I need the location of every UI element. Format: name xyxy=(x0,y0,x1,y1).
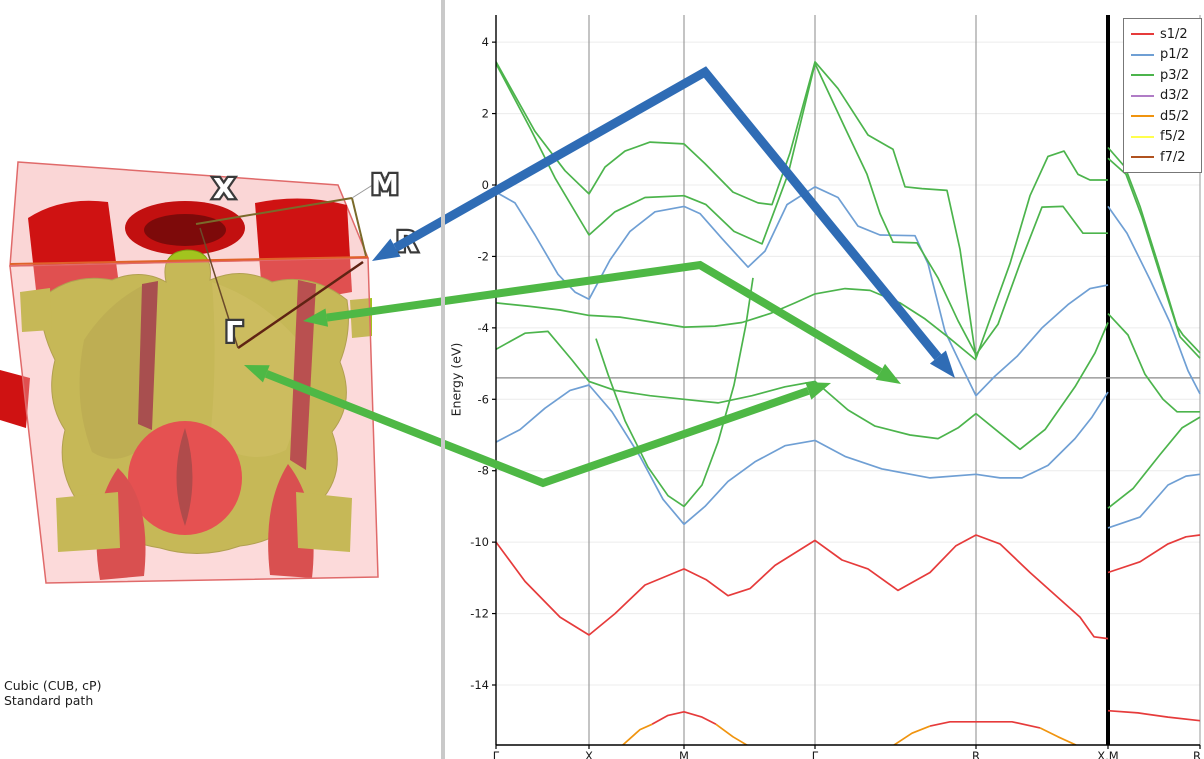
legend-line-sample xyxy=(1131,135,1154,138)
k-tick-label: Γ xyxy=(812,749,819,759)
arrow-green-lower xyxy=(264,370,810,488)
legend-label: s1/2 xyxy=(1160,26,1188,42)
legend-label: f7/2 xyxy=(1160,149,1186,165)
k-tick-label: Γ xyxy=(493,749,500,759)
legend-label: p1/2 xyxy=(1160,47,1190,63)
label-Gamma: Γ xyxy=(225,316,243,349)
legend-line-sample xyxy=(1131,74,1154,77)
arrow-blue xyxy=(393,66,942,360)
lattice-caption: Cubic (CUB, cP) Standard path xyxy=(4,678,101,708)
arrow-green-upper xyxy=(326,260,883,376)
legend-line-sample xyxy=(1131,156,1154,159)
legend-item-d32: d3/2 xyxy=(1124,86,1201,107)
y-tick-label: -6 xyxy=(478,392,489,406)
legend-label: p3/2 xyxy=(1160,67,1190,83)
band-strand-p12 xyxy=(496,384,1109,526)
y-tick-label: 2 xyxy=(482,107,489,121)
plot-legend: s1/2 p1/2 p3/2 d3/2 d5/2 f5/2 f7/2 xyxy=(1123,18,1202,173)
y-tick-label: 0 xyxy=(482,178,489,192)
band-strand-d52 xyxy=(715,723,749,745)
y-tick-label: 4 xyxy=(482,35,489,49)
legend-item-d52: d5/2 xyxy=(1124,106,1201,127)
band-strand-p32 xyxy=(595,277,754,508)
arrow-blue-head xyxy=(372,238,401,261)
k-tick-label: R xyxy=(1193,749,1201,759)
legend-label: d3/2 xyxy=(1160,88,1190,104)
band-strand-p32 xyxy=(1107,416,1201,509)
arrow-green-upper-head xyxy=(875,363,901,384)
y-tick-label: -12 xyxy=(470,607,489,621)
arrow-green-lower-head xyxy=(244,365,270,383)
band-curves xyxy=(496,60,1201,745)
legend-item-p12: p1/2 xyxy=(1124,45,1201,66)
band-strand-p32 xyxy=(496,322,1109,451)
band-structure-plot: 4 2 0 -2 -4 -6 -8 -10 -12 -14 Γ X M Γ R X,M R xyxy=(470,15,1201,759)
k-tick-label: X,M xyxy=(1097,749,1118,759)
k-tick-label: X xyxy=(585,749,593,759)
y-tick-label: -4 xyxy=(478,321,489,335)
path-type: Standard path xyxy=(4,693,94,708)
legend-label: f5/2 xyxy=(1160,129,1186,145)
label-M: M xyxy=(371,168,399,201)
band-strand-d52 xyxy=(1039,727,1077,745)
legend-label: d5/2 xyxy=(1160,108,1190,124)
legend-item-f72: f7/2 xyxy=(1124,147,1201,168)
cube-front-face xyxy=(9,257,379,584)
band-strand-s12 xyxy=(1107,709,1201,722)
band-strand-d52 xyxy=(621,723,653,745)
legend-item-f52: f5/2 xyxy=(1124,127,1201,148)
panel-divider xyxy=(441,0,445,759)
label-X: X xyxy=(213,172,235,205)
legend-item-p32: p3/2 xyxy=(1124,65,1201,86)
band-strand-s12 xyxy=(651,710,717,726)
annotation-arrows xyxy=(244,66,955,488)
y-tick-label: -8 xyxy=(478,464,489,478)
band-strand-p32 xyxy=(496,287,977,361)
band-strand-p32 xyxy=(1107,146,1201,354)
arrow-blue-head xyxy=(929,350,955,378)
legend-line-sample xyxy=(1131,33,1154,36)
k-path-lines xyxy=(9,173,391,350)
band-strand-p32 xyxy=(1107,313,1200,413)
arrow-green-upper-head xyxy=(303,308,329,327)
legend-line-sample xyxy=(1131,53,1154,56)
legend-item-s12: s1/2 xyxy=(1124,24,1201,45)
legend-line-sample xyxy=(1131,94,1154,97)
band-strand-s12 xyxy=(496,534,1109,640)
band-strand-d52 xyxy=(892,725,931,745)
y-tick-label: -2 xyxy=(478,249,489,263)
fermi-surface-3d-view[interactable]: X M R Γ xyxy=(0,161,420,584)
y-axis-label: Energy (eV) xyxy=(448,342,464,417)
band-strand-s12 xyxy=(929,720,1041,729)
band-strand-p12 xyxy=(496,185,1109,397)
band-strand-p32 xyxy=(496,62,1108,356)
surface-red-sliver xyxy=(0,370,30,428)
k-tick-label: M xyxy=(679,749,689,759)
band-strand-p12 xyxy=(1107,473,1201,529)
band-strand-p32 xyxy=(496,60,1108,360)
y-tick-label: -10 xyxy=(470,535,489,549)
y-tick-label: -14 xyxy=(470,678,489,692)
k-tick-label: R xyxy=(972,749,980,759)
band-strand-p12 xyxy=(1107,205,1201,395)
arrow-green-lower-head xyxy=(805,382,831,400)
legend-line-sample xyxy=(1131,115,1154,118)
lattice-type: Cubic (CUB, cP) xyxy=(4,678,102,693)
band-strand-s12 xyxy=(1107,534,1201,574)
